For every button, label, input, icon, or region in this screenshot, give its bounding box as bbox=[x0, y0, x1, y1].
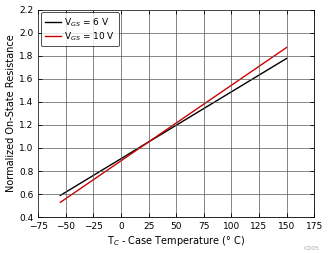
Legend: V$_{GS}$ = 6 V, V$_{GS}$ = 10 V: V$_{GS}$ = 6 V, V$_{GS}$ = 10 V bbox=[41, 12, 119, 46]
V$_{GS}$ = 10 V bbox=[249, 70, 253, 73]
V$_{GS}$ = 10 V bbox=[58, 201, 62, 204]
Line: V$_{GS}$ = 10 V: V$_{GS}$ = 10 V bbox=[60, 47, 287, 202]
V$_{GS}$ = 10 V bbox=[193, 109, 197, 112]
Text: C005: C005 bbox=[303, 246, 319, 251]
V$_{GS}$ = 10 V bbox=[192, 109, 196, 112]
V$_{GS}$ = 6 V bbox=[192, 113, 196, 116]
V$_{GS}$ = 6 V bbox=[193, 112, 197, 115]
V$_{GS}$ = 10 V bbox=[264, 60, 267, 64]
X-axis label: T$_C$ - Case Temperature (° C): T$_C$ - Case Temperature (° C) bbox=[107, 234, 245, 248]
V$_{GS}$ = 6 V bbox=[59, 194, 63, 197]
V$_{GS}$ = 6 V bbox=[285, 57, 289, 60]
V$_{GS}$ = 6 V bbox=[197, 110, 201, 113]
V$_{GS}$ = 10 V bbox=[285, 46, 289, 49]
V$_{GS}$ = 10 V bbox=[59, 200, 63, 203]
Line: V$_{GS}$ = 6 V: V$_{GS}$ = 6 V bbox=[60, 58, 287, 195]
V$_{GS}$ = 6 V bbox=[264, 70, 267, 73]
V$_{GS}$ = 6 V bbox=[249, 78, 253, 82]
V$_{GS}$ = 6 V bbox=[58, 194, 62, 197]
Y-axis label: Normalized On-State Resistance: Normalized On-State Resistance bbox=[6, 35, 16, 192]
V$_{GS}$ = 10 V bbox=[197, 106, 201, 109]
